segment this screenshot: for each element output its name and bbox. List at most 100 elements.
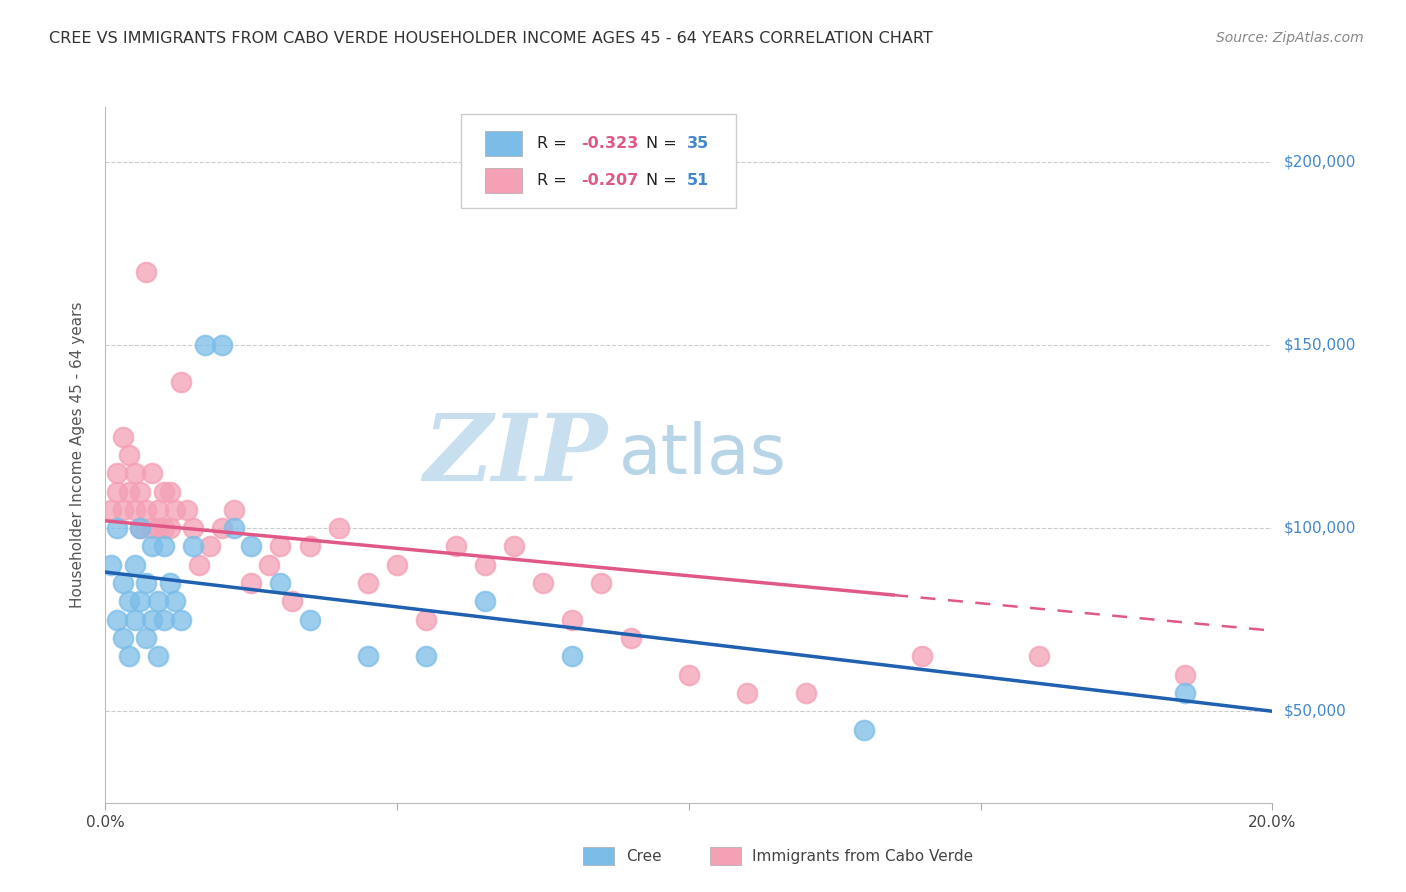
Point (111, 503, 134, 517)
Point (176, 503, 198, 517)
Text: CREE VS IMMIGRANTS FROM CABO VERDE HOUSEHOLDER INCOME AGES 45 - 64 YEARS CORRELA: CREE VS IMMIGRANTS FROM CABO VERDE HOUSE… (49, 31, 934, 46)
Text: -0.207: -0.207 (582, 173, 638, 188)
Text: $100,000: $100,000 (1284, 521, 1355, 536)
Point (141, 521, 163, 535)
Point (200, 540, 222, 554)
Point (194, 338, 217, 352)
Point (357, 649, 380, 664)
Point (124, 558, 146, 572)
Point (105, 613, 128, 627)
Point (135, 265, 157, 279)
Point (146, 503, 169, 517)
Point (129, 521, 152, 535)
Point (281, 594, 304, 608)
Point (181, 540, 204, 554)
Point (135, 503, 157, 517)
Text: $50,000: $50,000 (1284, 704, 1347, 719)
Point (141, 613, 163, 627)
Point (152, 484, 174, 499)
Point (105, 467, 128, 481)
Point (1174, 686, 1197, 700)
Point (591, 576, 613, 591)
Point (129, 594, 152, 608)
Point (111, 429, 134, 443)
Point (100, 503, 122, 517)
Point (129, 521, 152, 535)
Point (118, 484, 141, 499)
Point (1028, 649, 1050, 664)
Point (298, 540, 321, 554)
Point (298, 613, 321, 627)
Point (146, 594, 169, 608)
Point (105, 484, 128, 499)
Point (211, 338, 233, 352)
Point (111, 576, 134, 591)
Text: 51: 51 (686, 173, 709, 188)
Point (118, 594, 141, 608)
Point (737, 686, 759, 700)
Point (124, 503, 146, 517)
Point (146, 649, 169, 664)
Point (152, 521, 174, 535)
Point (118, 448, 141, 462)
Point (111, 631, 134, 645)
Point (135, 576, 157, 591)
Point (269, 576, 292, 591)
Point (146, 521, 169, 535)
Bar (485, 169, 522, 194)
Point (415, 649, 437, 664)
Text: R =: R = (537, 173, 572, 188)
Point (357, 576, 380, 591)
Text: Cree: Cree (626, 849, 661, 863)
Point (222, 521, 245, 535)
Point (474, 558, 496, 572)
Point (415, 613, 437, 627)
Point (159, 521, 181, 535)
Point (240, 540, 263, 554)
Point (129, 484, 152, 499)
Point (159, 484, 181, 499)
Point (135, 631, 157, 645)
Point (152, 613, 174, 627)
Point (222, 503, 245, 517)
Text: Source: ZipAtlas.com: Source: ZipAtlas.com (1216, 31, 1364, 45)
Point (118, 649, 141, 664)
Point (124, 613, 146, 627)
Text: $150,000: $150,000 (1284, 337, 1355, 352)
Point (124, 467, 146, 481)
Point (474, 594, 496, 608)
Point (678, 667, 700, 681)
Point (152, 540, 174, 554)
Text: -0.323: -0.323 (582, 136, 638, 151)
Point (269, 540, 292, 554)
Point (531, 576, 554, 591)
Point (561, 649, 583, 664)
Point (444, 540, 467, 554)
Point (561, 613, 583, 627)
Text: $200,000: $200,000 (1284, 154, 1355, 169)
Point (141, 540, 163, 554)
Point (619, 631, 641, 645)
Point (385, 558, 408, 572)
Text: R =: R = (537, 136, 572, 151)
Point (105, 521, 128, 535)
Point (159, 576, 181, 591)
Point (165, 594, 187, 608)
Point (165, 503, 187, 517)
Text: ZIP: ZIP (423, 410, 607, 500)
Y-axis label: Householder Income Ages 45 - 64 years: Householder Income Ages 45 - 64 years (70, 301, 84, 608)
Point (328, 521, 350, 535)
Point (502, 540, 524, 554)
Point (170, 375, 193, 389)
Text: atlas: atlas (619, 421, 787, 489)
Point (211, 521, 233, 535)
Point (141, 467, 163, 481)
Point (852, 723, 875, 737)
Text: 35: 35 (686, 136, 709, 151)
Point (170, 613, 193, 627)
Point (1174, 667, 1197, 681)
Point (794, 686, 817, 700)
Point (257, 558, 280, 572)
Text: N =: N = (645, 173, 682, 188)
Text: N =: N = (645, 136, 682, 151)
